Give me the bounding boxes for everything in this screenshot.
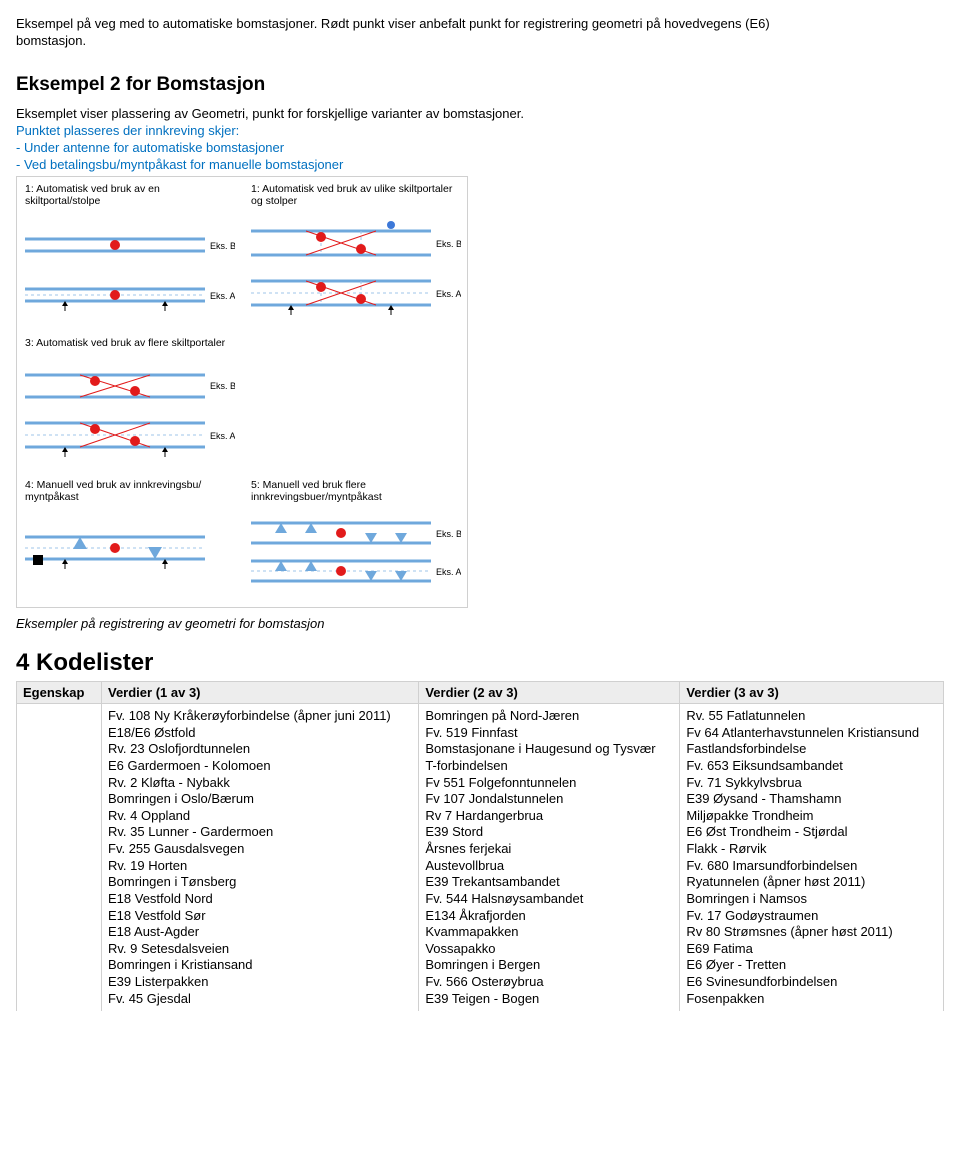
diagram-svg-6: Eks. B Eks. A (251, 507, 461, 597)
value-line: E134 Åkrafjorden (425, 908, 673, 925)
value-line: Ryatunnelen (åpner høst 2011) (686, 874, 937, 891)
value-line: E39 Listerpakken (108, 974, 412, 991)
svg-text:Eks. B: Eks. B (436, 239, 461, 249)
value-line: Fv 551 Folgefonntunnelen (425, 775, 673, 792)
value-line: E18/E6 Østfold (108, 725, 412, 742)
value-line: Miljøpakke Trondheim (686, 808, 937, 825)
value-line: Rv. 35 Lunner - Gardermoen (108, 824, 412, 841)
value-line: Flakk - Rørvik (686, 841, 937, 858)
diagram-container: 1: Automatisk ved bruk av en skiltportal… (16, 176, 468, 608)
svg-text:Eks. A: Eks. A (210, 431, 235, 441)
example2-p4: - Ved betalingsbu/myntpåkast for manuell… (16, 157, 944, 172)
intro-text-1: Eksempel på veg med to automatiske bomst… (16, 16, 944, 31)
value-line: Bomringen på Nord-Jæren (425, 708, 673, 725)
kodelister-heading: 4 Kodelister (16, 649, 944, 677)
cell-title-1: 1: Automatisk ved bruk av en skiltportal… (25, 183, 235, 207)
svg-text:Eks. B: Eks. B (210, 381, 235, 391)
value-line: Rv. 4 Oppland (108, 808, 412, 825)
value-line: Kvammapakken (425, 924, 673, 941)
value-line: Fv. 653 Eiksundsambandet (686, 758, 937, 775)
value-line: E6 Øyer - Tretten (686, 957, 937, 974)
cell-col1: Fv. 108 Ny Kråkerøyforbindelse (åpner ju… (102, 704, 419, 1012)
example2-p1: Eksemplet viser plassering av Geometri, … (16, 106, 944, 121)
value-line: E69 Fatima (686, 941, 937, 958)
value-line: Fv. 45 Gjesdal (108, 991, 412, 1008)
example2-heading: Eksempel 2 for Bomstasjon (16, 74, 944, 96)
value-line: Austevollbrua (425, 858, 673, 875)
value-line: Årsnes ferjekai (425, 841, 673, 858)
cell-col3: Rv. 55 FatlatunnelenFv 64 Atlanterhavstu… (680, 704, 944, 1012)
diagram-cell-2: 1: Automatisk ved bruk av ulike skiltpor… (243, 177, 469, 331)
value-line: T-forbindelsen (425, 758, 673, 775)
col-verdier3: Verdier (3 av 3) (680, 682, 944, 704)
cell-title-5: 4: Manuell ved bruk av innkrevingsbu/ my… (25, 479, 235, 503)
cell-title-6: 5: Manuell ved bruk flere innkrevingsbue… (251, 479, 461, 503)
example2-p2: Punktet plasseres der innkreving skjer: (16, 123, 944, 138)
value-line: Fv. 566 Osterøybrua (425, 974, 673, 991)
table-row: Fv. 108 Ny Kråkerøyforbindelse (åpner ju… (17, 704, 944, 1012)
diagram-caption: Eksempler på registrering av geometri fo… (16, 616, 944, 631)
value-line: E18 Vestfold Sør (108, 908, 412, 925)
value-line: Bomringen i Namsos (686, 891, 937, 908)
svg-text:Eks. A: Eks. A (210, 291, 235, 301)
value-line: E39 Teigen - Bogen (425, 991, 673, 1008)
cell-title-2: 1: Automatisk ved bruk av ulike skiltpor… (251, 183, 461, 207)
value-line: Fv. 71 Sykkylvsbrua (686, 775, 937, 792)
diagram-cell-4 (243, 331, 467, 473)
diagram-cell-6: 5: Manuell ved bruk flere innkrevingsbue… (243, 473, 469, 607)
value-line: Fv. 544 Halsnøysambandet (425, 891, 673, 908)
value-line: Fv. 680 Imarsundforbindelsen (686, 858, 937, 875)
col-verdier2: Verdier (2 av 3) (419, 682, 680, 704)
intro-text-2: bomstasjon. (16, 33, 944, 48)
value-line: E18 Aust-Agder (108, 924, 412, 941)
value-line: E39 Stord (425, 824, 673, 841)
value-line: Fastlandsforbindelse (686, 741, 937, 758)
value-line: Rv 7 Hardangerbrua (425, 808, 673, 825)
col-egenskap: Egenskap (17, 682, 102, 704)
example2-p3: - Under antenne for automatiske bomstasj… (16, 140, 944, 155)
value-line: Bomringen i Oslo/Bærum (108, 791, 412, 808)
value-line: Fv. 519 Finnfast (425, 725, 673, 742)
svg-text:Eks. B: Eks. B (436, 529, 461, 539)
svg-text:Eks. A: Eks. A (436, 289, 461, 299)
diagram-cell-3: 3: Automatisk ved bruk av flere skiltpor… (17, 331, 243, 473)
value-line: Vossapakko (425, 941, 673, 958)
value-line: E39 Øysand - Thamshamn (686, 791, 937, 808)
value-line: Bomringen i Kristiansand (108, 957, 412, 974)
cell-egenskap (17, 704, 102, 1012)
value-line: Bomstasjonane i Haugesund og Tysvær (425, 741, 673, 758)
value-line: Fv 107 Jondalstunnelen (425, 791, 673, 808)
value-line: E39 Trekantsambandet (425, 874, 673, 891)
svg-text:Eks. B: Eks. B (210, 241, 235, 251)
value-line: Fosenpakken (686, 991, 937, 1008)
diagram-svg-5 (25, 507, 235, 577)
value-line: Rv 80 Strømsnes (åpner høst 2011) (686, 924, 937, 941)
diagram-cell-5: 4: Manuell ved bruk av innkrevingsbu/ my… (17, 473, 243, 607)
kodelister-table: Egenskap Verdier (1 av 3) Verdier (2 av … (16, 681, 944, 1011)
svg-text:Eks. A: Eks. A (436, 567, 461, 577)
col-verdier1: Verdier (1 av 3) (102, 682, 419, 704)
value-line: Fv. 255 Gausdalsvegen (108, 841, 412, 858)
value-line: Fv. 108 Ny Kråkerøyforbindelse (åpner ju… (108, 708, 412, 725)
diagram-svg-2: Eks. B Eks. A (251, 211, 461, 321)
diagram-svg-3: Eks. B Eks. A (25, 353, 235, 463)
value-line: Rv. 2 Kløfta - Nybakk (108, 775, 412, 792)
cell-col2: Bomringen på Nord-JærenFv. 519 FinnfastB… (419, 704, 680, 1012)
value-line: Fv. 17 Godøystraumen (686, 908, 937, 925)
value-line: E6 Gardermoen - Kolomoen (108, 758, 412, 775)
value-line: E18 Vestfold Nord (108, 891, 412, 908)
value-line: Rv. 9 Setesdalsveien (108, 941, 412, 958)
value-line: Bomringen i Bergen (425, 957, 673, 974)
value-line: Fv 64 Atlanterhavstunnelen Kristiansund (686, 725, 937, 742)
value-line: Bomringen i Tønsberg (108, 874, 412, 891)
value-line: Rv. 19 Horten (108, 858, 412, 875)
diagram-cell-1: 1: Automatisk ved bruk av en skiltportal… (17, 177, 243, 331)
value-line: E6 Svinesundforbindelsen (686, 974, 937, 991)
cell-title-3: 3: Automatisk ved bruk av flere skiltpor… (25, 337, 235, 349)
value-line: Rv. 23 Oslofjordtunnelen (108, 741, 412, 758)
value-line: Rv. 55 Fatlatunnelen (686, 708, 937, 725)
value-line: E6 Øst Trondheim - Stjørdal (686, 824, 937, 841)
diagram-svg-1: Eks. B Eks. A (25, 211, 235, 321)
